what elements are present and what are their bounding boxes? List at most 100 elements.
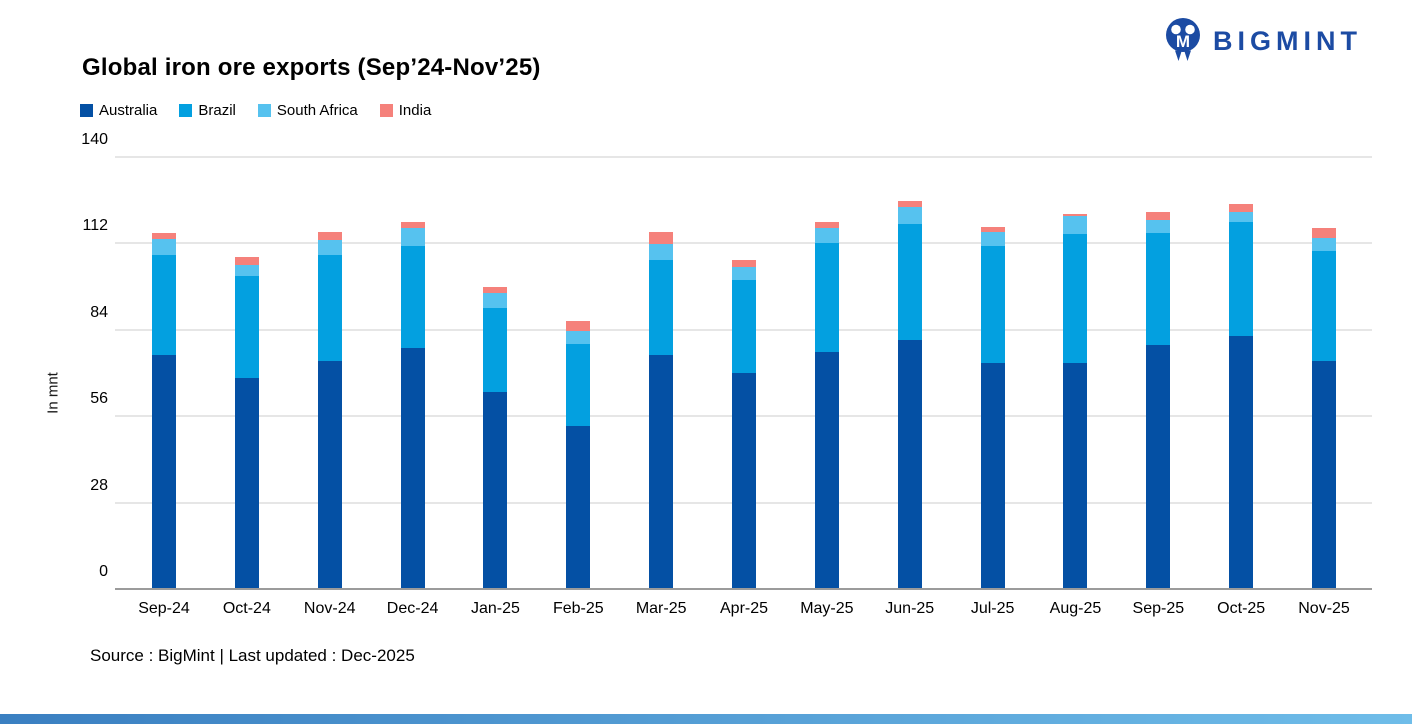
bar-segment-india-aug-25: [1063, 214, 1088, 217]
x-axis-line: [115, 588, 1372, 590]
bar-segment-india-jul-25: [980, 227, 1005, 233]
y-axis-tick-label-140: 140: [81, 131, 108, 148]
bar-segment-india-oct-25: [1229, 203, 1254, 212]
bar-segment-brazil-mar-25: [649, 259, 674, 356]
x-axis-label-jun-25: Jun-25: [885, 600, 935, 617]
bar-segment-india-feb-25: [566, 321, 591, 331]
bar-segment-australia-jan-25: [483, 392, 508, 589]
bar-segment-south-africa-nov-24: [317, 239, 342, 255]
bar-segment-brazil-nov-24: [317, 254, 342, 361]
y-axis: 0 28 56 84 112 140: [60, 131, 108, 589]
bar-segment-south-africa-feb-25: [566, 330, 591, 344]
x-axis-label-jul-25: Jul-25: [970, 600, 1015, 617]
bar-segment-india-nov-24: [317, 232, 342, 240]
bar-segment-south-africa-nov-25: [1312, 237, 1337, 252]
legend-label-australia: Australia: [99, 102, 158, 119]
chart-title: Global iron ore exports (Sep’24-Nov’25): [82, 54, 541, 81]
bar-segment-india-mar-25: [649, 232, 674, 245]
legend-label-brazil: Brazil: [198, 102, 236, 119]
bar-segment-brazil-feb-25: [566, 344, 591, 427]
bar-segment-south-africa-sep-25: [1146, 219, 1171, 234]
legend-label-india: India: [398, 102, 432, 119]
legend-swatch-india: [379, 104, 393, 117]
bigmint-logo-text: BIGMINT: [1213, 26, 1362, 56]
bar-segment-india-may-25: [814, 221, 839, 229]
legend-swatch-australia: [80, 104, 93, 117]
bar-segment-brazil-jul-25: [980, 246, 1005, 363]
bar-segment-south-africa-jan-25: [483, 293, 508, 308]
y-axis-tick-label-0: 0: [99, 563, 108, 580]
x-axis-label-feb-25: Feb-25: [552, 600, 604, 617]
bar-segment-brazil-may-25: [814, 243, 839, 353]
y-axis-tick-label-28: 28: [90, 476, 108, 494]
bar-segment-brazil-sep-25: [1146, 233, 1171, 345]
plot-area: [115, 156, 1372, 590]
source-text: Source : BigMint | Last updated : Dec-20…: [90, 646, 415, 665]
legend-label-south-africa: South Africa: [276, 102, 358, 119]
legend-swatch-south-africa: [257, 104, 271, 117]
bar-segment-brazil-sep-24: [151, 254, 176, 355]
bar-segment-south-africa-jul-25: [980, 232, 1005, 247]
x-axis: Sep-24 Oct-24 Nov-24 Dec-24 Jan-25 Feb-25 Mar-…: [115, 600, 1372, 622]
legend-item-australia: Australia: [80, 102, 157, 119]
bar-segment-india-sep-24: [151, 232, 176, 240]
legend-item-india: India: [379, 102, 432, 119]
bar-segment-brazil-jan-25: [483, 307, 508, 393]
x-axis-label-oct-25: Oct-25: [1217, 600, 1266, 617]
x-axis-label-apr-25: Apr-25: [720, 600, 769, 617]
x-axis-label-jan-25: Jan-25: [470, 600, 520, 617]
x-axis-label-sep-25: Sep-25: [1132, 600, 1185, 617]
bigmint-logo: M BIGMINT: [1163, 16, 1362, 67]
bar-segment-brazil-dec-24: [400, 246, 425, 349]
y-axis-tick-label-112: 112: [82, 217, 108, 235]
bar-segment-brazil-aug-25: [1063, 234, 1088, 364]
bar-segment-brazil-oct-24: [234, 275, 259, 378]
bar-segment-south-africa-mar-25: [649, 244, 674, 260]
bar-segment-brazil-nov-25: [1312, 251, 1337, 362]
bar-segment-australia-apr-25: [732, 373, 757, 589]
legend-swatch-brazil: [179, 104, 193, 117]
bar-segment-australia-nov-24: [317, 360, 342, 589]
gridline-112: [115, 242, 1372, 245]
bar-segment-australia-nov-25: [1312, 361, 1337, 589]
bar-segment-australia-aug-25: [1063, 363, 1088, 589]
x-axis-label-sep-24: Sep-24: [138, 600, 190, 617]
bar-segment-india-jun-25: [897, 201, 922, 208]
bar-segment-south-africa-dec-24: [400, 228, 425, 247]
x-axis-label-aug-25: Aug-25: [1049, 600, 1102, 617]
x-axis-label-oct-24: Oct-24: [222, 600, 271, 617]
y-axis-tick-label-56: 56: [90, 390, 108, 408]
footer-accent-bar: [0, 714, 1412, 724]
bar-segment-south-africa-sep-24: [151, 239, 176, 255]
y-axis-title: In mnt: [44, 372, 62, 414]
x-axis-label-may-25: May-25: [800, 600, 854, 617]
bar-segment-australia-feb-25: [566, 426, 591, 589]
bigmint-logo-icon: M: [1163, 16, 1203, 67]
bar-segment-australia-oct-25: [1229, 336, 1254, 589]
bar-segment-brazil-apr-25: [732, 280, 757, 374]
bar-segment-south-africa-aug-25: [1063, 216, 1088, 235]
bar-segment-australia-sep-24: [151, 354, 176, 589]
bar-segment-india-apr-25: [732, 259, 757, 267]
bar-segment-south-africa-jun-25: [897, 207, 922, 224]
gridline-140: [115, 156, 1372, 158]
bar-segment-south-africa-apr-25: [732, 266, 757, 281]
bar-segment-australia-oct-24: [234, 377, 259, 589]
bar-segment-india-jan-25: [483, 286, 508, 294]
bar-segment-brazil-jun-25: [897, 223, 922, 340]
bar-segment-australia-jul-25: [980, 362, 1005, 589]
bar-segment-australia-may-25: [814, 352, 839, 589]
bar-segment-india-dec-24: [400, 222, 425, 229]
bar-segment-south-africa-may-25: [814, 228, 839, 244]
chart-legend: Australia Brazil South Africa India: [80, 102, 431, 119]
x-axis-label-nov-25: Nov-25: [1298, 600, 1350, 617]
bar-segment-india-nov-25: [1312, 228, 1337, 238]
bar-segment-india-oct-24: [234, 257, 259, 265]
x-axis-label-dec-24: Dec-24: [386, 600, 439, 617]
legend-item-south-africa: South Africa: [257, 102, 358, 119]
x-axis-label-nov-24: Nov-24: [303, 600, 356, 617]
y-axis-tick-label-84: 84: [90, 303, 108, 321]
bar-segment-south-africa-oct-25: [1229, 211, 1254, 223]
x-axis-label-mar-25: Mar-25: [635, 600, 687, 617]
bar-segment-australia-jun-25: [897, 339, 922, 589]
